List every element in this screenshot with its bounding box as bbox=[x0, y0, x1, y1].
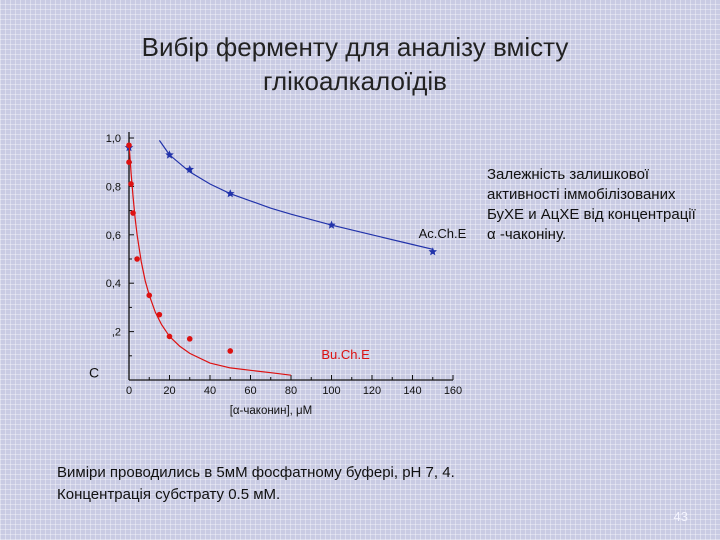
buche-point bbox=[126, 159, 132, 165]
x-tick-label: 20 bbox=[163, 385, 175, 397]
buche-series-label: Bu.Ch.E bbox=[321, 347, 370, 362]
title-line-1: Вибір ферменту для аналізу вмісту bbox=[141, 32, 569, 62]
ache-point bbox=[226, 189, 235, 198]
buche-fit-curve bbox=[128, 142, 292, 376]
x-tick-label: 120 bbox=[363, 385, 381, 397]
buche-point bbox=[166, 333, 173, 340]
page-number: 43 bbox=[673, 509, 688, 524]
buche-point bbox=[156, 311, 163, 318]
x-tick-label: 100 bbox=[322, 385, 340, 397]
buche-point bbox=[130, 210, 136, 216]
ache-point bbox=[185, 165, 194, 174]
buche-point bbox=[126, 142, 132, 149]
x-tick-label: 80 bbox=[285, 385, 297, 397]
footnote: Виміри проводились в 5мМ фосфатному буфе… bbox=[57, 462, 677, 506]
buche-point bbox=[146, 292, 153, 299]
y-partial-label: С bbox=[89, 365, 99, 381]
y-tick-label: ,2 bbox=[112, 327, 121, 339]
acche-fit-curve bbox=[158, 140, 433, 250]
ache-point bbox=[165, 150, 174, 159]
slide-title: Вибір ферменту для аналізу вмісту глікоа… bbox=[60, 30, 650, 98]
x-tick-label: 0 bbox=[126, 385, 132, 397]
buche-point bbox=[186, 336, 193, 342]
chart-caption: Залежність залишкової активності іммобіл… bbox=[487, 166, 696, 243]
footnote-line-2: Концентрація субстрату 0.5 мМ. bbox=[57, 486, 281, 503]
chart-panel: 0 20 40 60 80 100 120 140 160 ,2 0,4 0,6 0,8 1,0 С [α-ч… bbox=[70, 118, 470, 418]
ache-series-label: Ac.Ch.E bbox=[419, 226, 467, 241]
buche-point bbox=[128, 181, 134, 187]
footnote-line-1: Виміри проводились в 5мМ фосфатному буфе… bbox=[57, 464, 455, 481]
buche-point bbox=[227, 348, 234, 354]
title-line-2: глікоалкалоїдів bbox=[263, 66, 447, 96]
x-axis-label: [α-чаконин], μM bbox=[230, 405, 313, 417]
x-tick-label: 160 bbox=[444, 385, 462, 397]
y-tick-label: 1,0 bbox=[106, 133, 121, 145]
buche-point bbox=[134, 256, 140, 262]
y-tick-label: 0,4 bbox=[106, 278, 121, 290]
ache-point bbox=[327, 220, 336, 229]
y-tick-label: 0,8 bbox=[106, 181, 121, 193]
x-tick-label: 140 bbox=[403, 385, 421, 397]
ache-point bbox=[428, 247, 437, 256]
x-tick-label: 40 bbox=[204, 385, 216, 397]
inhibition-chart: 0 20 40 60 80 100 120 140 160 ,2 0,4 0,6 0,8 1,0 С [α-ч… bbox=[89, 132, 467, 417]
y-tick-label: 0,6 bbox=[106, 230, 121, 242]
x-tick-label: 60 bbox=[244, 385, 256, 397]
